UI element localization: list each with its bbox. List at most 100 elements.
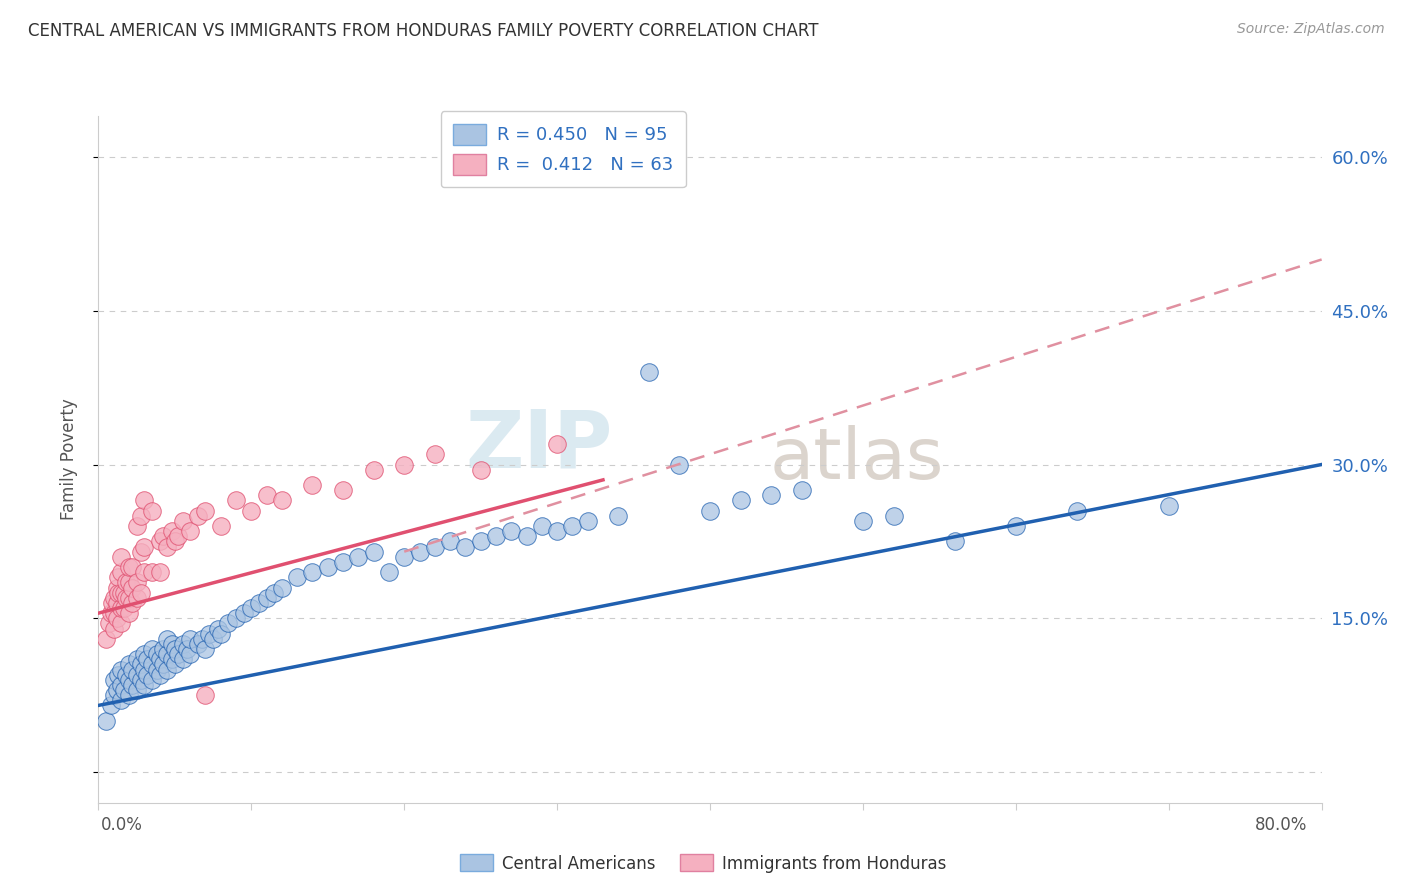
Point xyxy=(94,714,117,728)
Point xyxy=(105,683,128,698)
Point xyxy=(121,560,143,574)
Point xyxy=(141,565,163,579)
Point xyxy=(247,596,270,610)
Point xyxy=(530,519,553,533)
Point xyxy=(129,585,152,599)
Point xyxy=(347,549,370,564)
Point xyxy=(136,667,159,681)
Point xyxy=(110,565,132,579)
Point xyxy=(134,493,156,508)
Point xyxy=(363,462,385,476)
Point xyxy=(167,647,190,661)
Point xyxy=(232,606,254,620)
Point xyxy=(110,678,132,692)
Text: CENTRAL AMERICAN VS IMMIGRANTS FROM HONDURAS FAMILY POVERTY CORRELATION CHART: CENTRAL AMERICAN VS IMMIGRANTS FROM HOND… xyxy=(28,22,818,40)
Point xyxy=(149,534,172,549)
Point xyxy=(94,632,117,646)
Point xyxy=(160,637,183,651)
Point xyxy=(470,462,492,476)
Point xyxy=(160,652,183,666)
Point xyxy=(225,493,247,508)
Point xyxy=(125,683,148,698)
Point xyxy=(107,585,129,599)
Point xyxy=(163,657,186,672)
Point xyxy=(115,591,138,605)
Point xyxy=(197,626,219,640)
Point xyxy=(121,581,143,595)
Point xyxy=(118,560,141,574)
Point xyxy=(110,585,132,599)
Point xyxy=(240,503,263,517)
Point xyxy=(100,698,122,713)
Point xyxy=(332,555,354,569)
Point xyxy=(179,647,201,661)
Point xyxy=(129,544,152,558)
Point xyxy=(129,673,152,687)
Text: Source: ZipAtlas.com: Source: ZipAtlas.com xyxy=(1237,22,1385,37)
Point xyxy=(392,549,416,564)
Point xyxy=(270,493,292,508)
Legend: Central Americans, Immigrants from Honduras: Central Americans, Immigrants from Hondu… xyxy=(453,847,953,880)
Point xyxy=(423,447,446,461)
Point xyxy=(141,642,163,657)
Point xyxy=(883,508,905,523)
Point xyxy=(112,683,135,698)
Legend: R = 0.450   N = 95, R =  0.412   N = 63: R = 0.450 N = 95, R = 0.412 N = 63 xyxy=(441,112,686,187)
Point xyxy=(152,642,174,657)
Point xyxy=(103,688,125,702)
Point xyxy=(134,647,156,661)
Point xyxy=(100,606,122,620)
Point xyxy=(561,519,583,533)
Point xyxy=(145,647,167,661)
Point xyxy=(156,647,179,661)
Point xyxy=(1066,503,1088,517)
Point xyxy=(118,688,141,702)
Point xyxy=(134,565,156,579)
Point xyxy=(256,591,278,605)
Point xyxy=(125,591,148,605)
Point xyxy=(392,458,416,472)
Point xyxy=(149,565,172,579)
Point xyxy=(187,637,209,651)
Point xyxy=(156,540,179,554)
Point xyxy=(179,524,201,538)
Point xyxy=(134,540,156,554)
Point xyxy=(270,581,292,595)
Point xyxy=(470,534,492,549)
Point xyxy=(423,540,446,554)
Point xyxy=(194,688,217,702)
Point xyxy=(105,581,128,595)
Point xyxy=(129,508,152,523)
Point xyxy=(103,606,125,620)
Point xyxy=(134,678,156,692)
Point xyxy=(152,529,174,543)
Point xyxy=(98,616,121,631)
Point xyxy=(202,632,225,646)
Point xyxy=(149,652,172,666)
Point xyxy=(110,549,132,564)
Point xyxy=(125,652,148,666)
Point xyxy=(316,560,339,574)
Point xyxy=(301,565,323,579)
Point xyxy=(263,585,285,599)
Point xyxy=(194,642,217,657)
Point xyxy=(179,632,201,646)
Point xyxy=(129,657,152,672)
Point xyxy=(363,544,385,558)
Point xyxy=(125,667,148,681)
Point xyxy=(207,622,229,636)
Point xyxy=(209,626,232,640)
Point xyxy=(110,601,132,615)
Point xyxy=(110,663,132,677)
Point xyxy=(152,657,174,672)
Point xyxy=(332,483,354,497)
Point xyxy=(172,514,194,528)
Point xyxy=(408,544,430,558)
Point xyxy=(141,503,163,517)
Point xyxy=(1004,519,1026,533)
Point xyxy=(125,575,148,590)
Point xyxy=(668,458,690,472)
Text: 0.0%: 0.0% xyxy=(101,816,143,834)
Point xyxy=(115,667,138,681)
Point xyxy=(516,529,538,543)
